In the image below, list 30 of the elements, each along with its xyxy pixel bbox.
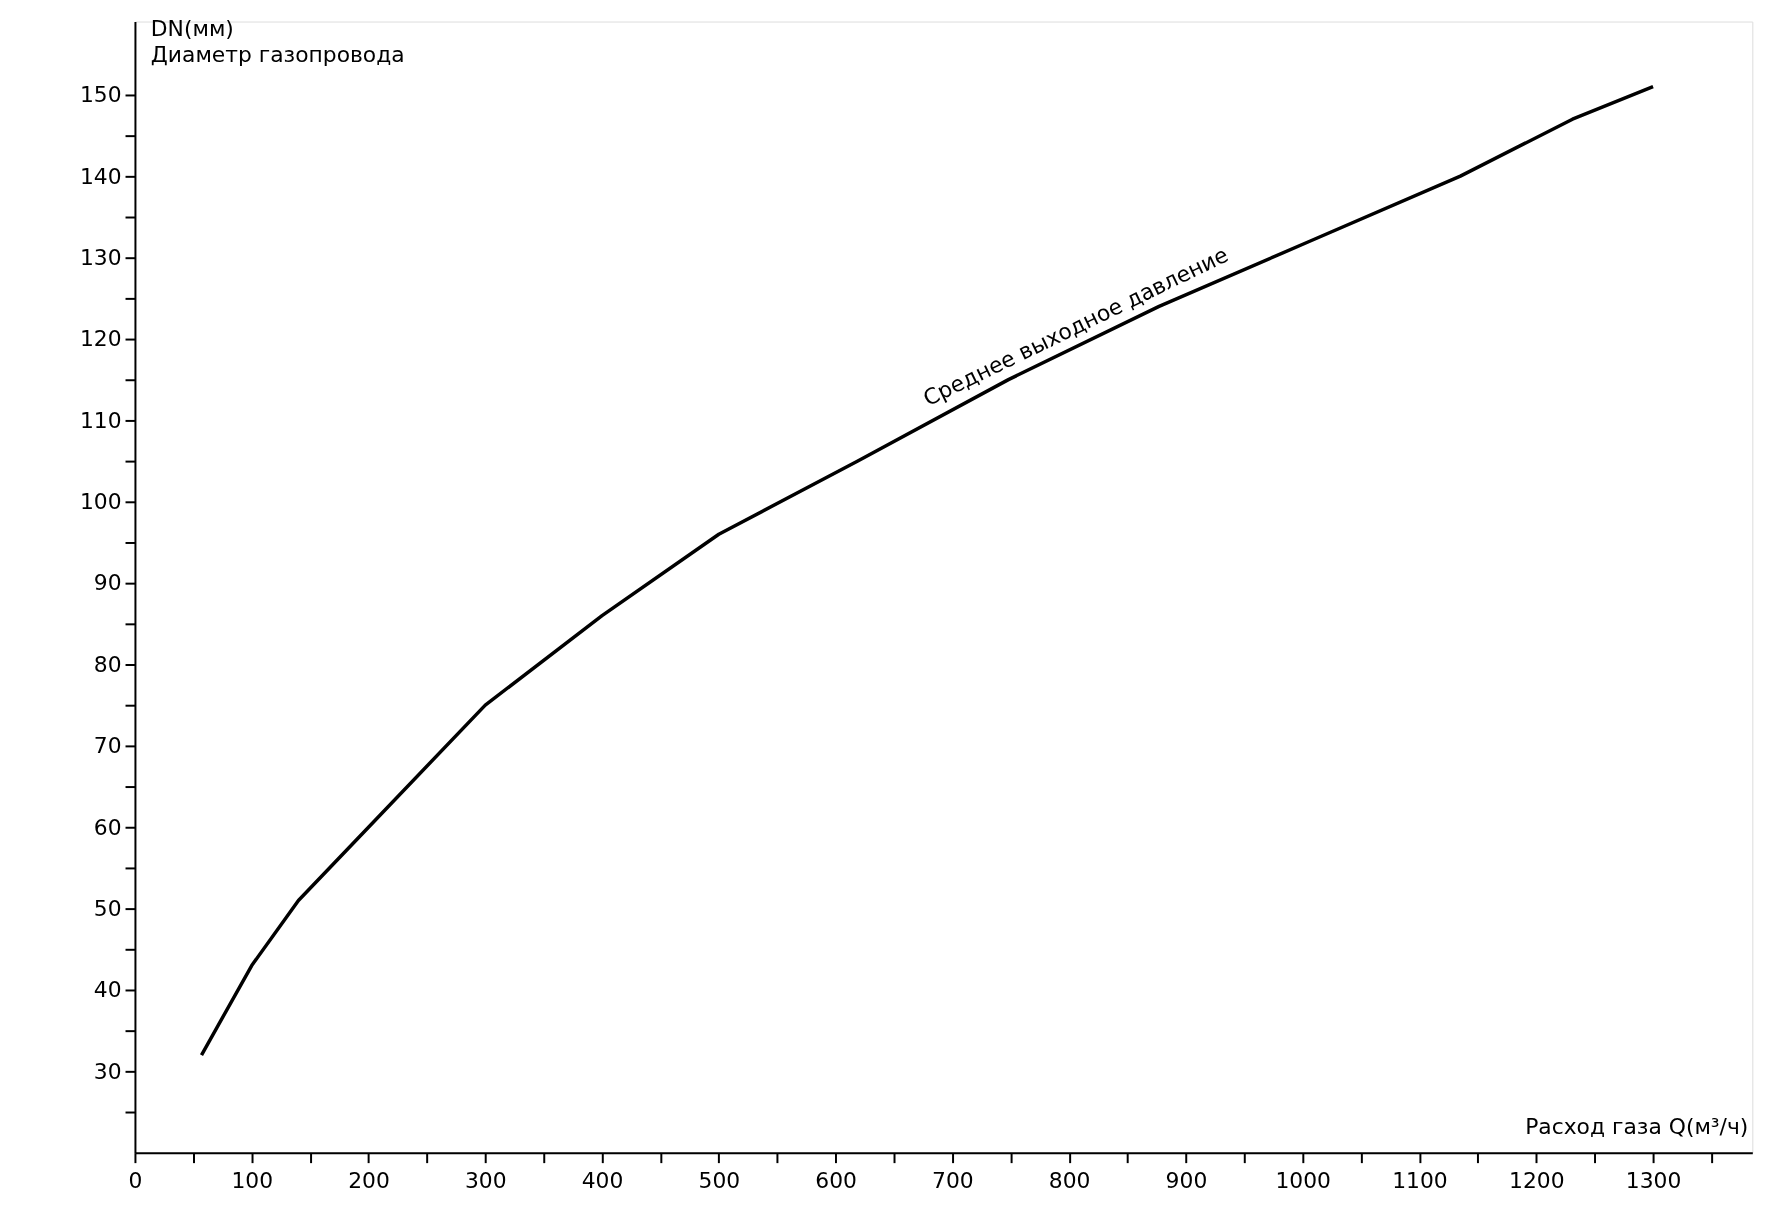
y-tick-label: 150 (79, 82, 122, 108)
y-tick-label: 110 (79, 407, 122, 433)
y-tick-label: 140 (79, 163, 122, 189)
y-tick-label: 120 (79, 326, 122, 352)
x-tick-label: 1300 (1625, 1167, 1682, 1193)
y-tick-label: 80 (93, 651, 122, 677)
y-tick-label: 30 (93, 1058, 122, 1084)
line-series (199, 84, 1655, 1057)
x-tick-label: 0 (128, 1167, 143, 1193)
y-tick-label: 130 (79, 244, 122, 270)
x-tick-label: 1100 (1392, 1167, 1448, 1193)
x-axis-title: Расход газа Q(м³/ч) (1525, 1113, 1749, 1139)
x-tick-label: 200 (348, 1167, 390, 1193)
x-tick-label: 300 (464, 1167, 507, 1193)
y-tick-label: 60 (93, 814, 122, 840)
y-axis-title: DN(мм) Диаметр газопровода (150, 16, 405, 68)
x-tick-label: 600 (815, 1167, 857, 1193)
y-tick-label: 90 (93, 570, 122, 596)
y-tick-label: 50 (93, 896, 122, 922)
x-tick-label: 800 (1048, 1167, 1091, 1193)
x-tick-label: 700 (932, 1167, 974, 1193)
x-tick-label: 400 (581, 1167, 624, 1193)
x-tick-label: 1000 (1275, 1167, 1331, 1193)
x-tick-label: 100 (231, 1167, 274, 1193)
x-tick-label: 1200 (1509, 1167, 1565, 1193)
x-tick-label: 900 (1165, 1167, 1208, 1193)
y-tick-label: 70 (93, 733, 122, 759)
x-tick-label: 500 (698, 1167, 741, 1193)
y-tick-label: 40 (93, 977, 122, 1003)
y-tick-label: 100 (79, 489, 122, 515)
